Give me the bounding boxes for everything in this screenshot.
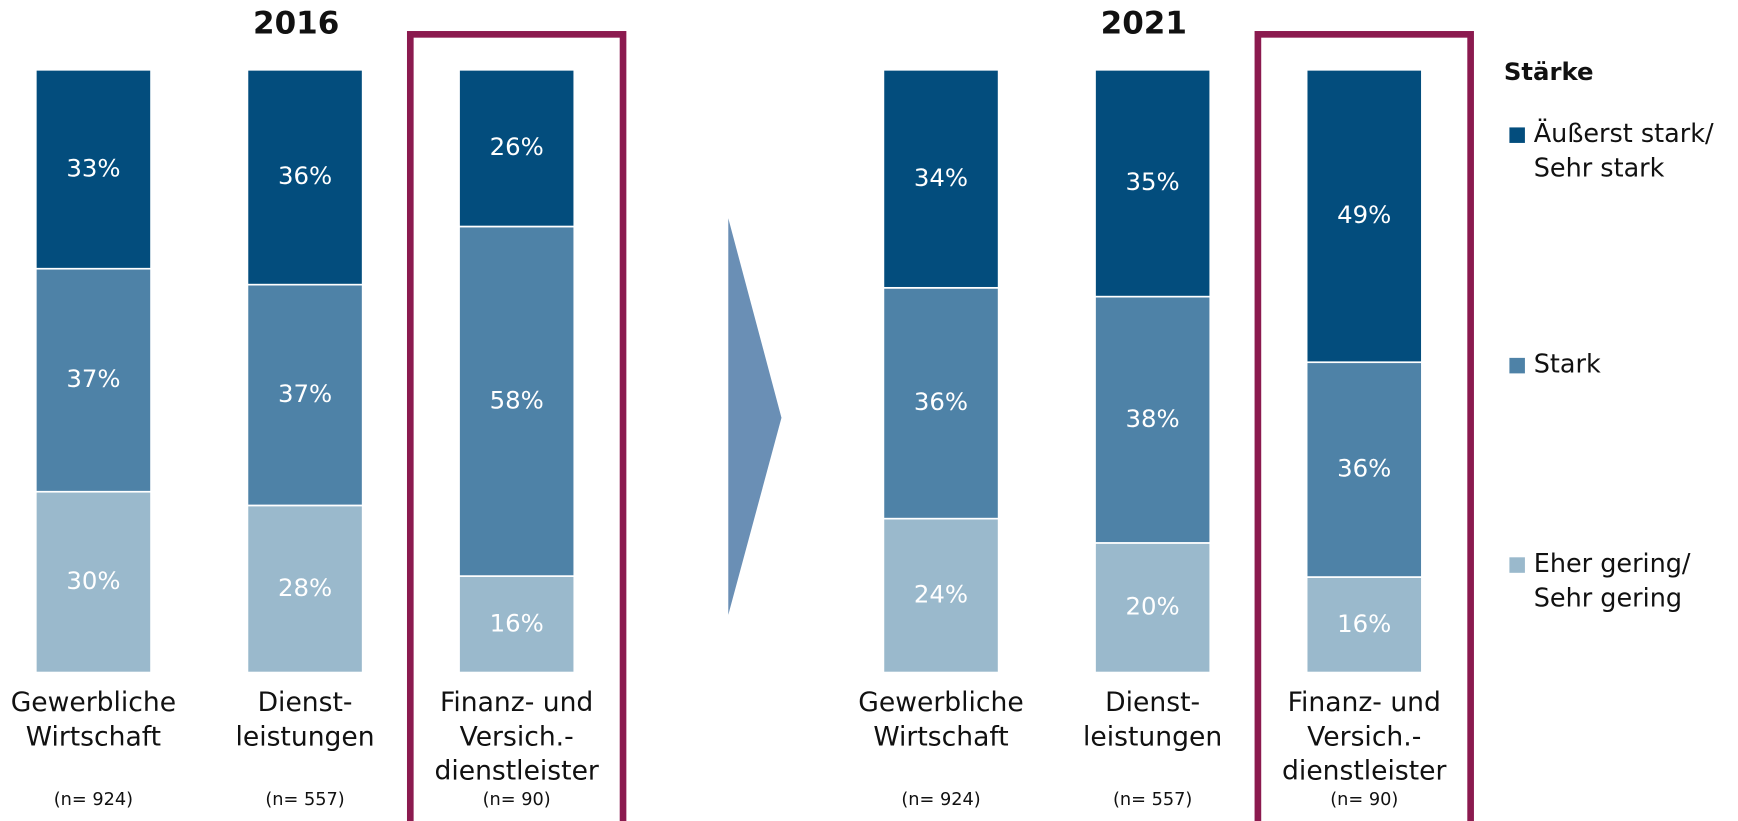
legend-title: Stärke xyxy=(1504,57,1594,86)
bar-segment xyxy=(246,68,364,286)
x-tick-label: Gewerbliche xyxy=(858,687,1023,718)
bar-segment xyxy=(458,68,576,228)
sample-size: (n= 924) xyxy=(901,790,980,810)
chart-title: 2021 xyxy=(1101,5,1187,41)
x-tick-label: Finanz- und xyxy=(440,687,593,718)
value-label: 37% xyxy=(278,379,332,408)
value-label: 38% xyxy=(1126,404,1180,433)
value-label: 37% xyxy=(66,364,120,393)
bar-segment xyxy=(246,504,364,674)
legend-label: Sehr gering xyxy=(1534,583,1682,613)
x-tick-label: Dienst- xyxy=(1105,687,1200,718)
highlight-box xyxy=(406,31,627,821)
x-tick-label: Versich.- xyxy=(1307,721,1421,752)
x-tick-label: Gewerbliche xyxy=(11,687,176,718)
value-label: 16% xyxy=(490,608,544,637)
bar-segment xyxy=(1305,361,1423,578)
value-label: 35% xyxy=(1126,167,1180,196)
bar-segment xyxy=(882,517,1000,674)
legend-label: Sehr stark xyxy=(1534,154,1665,184)
value-label: 36% xyxy=(914,387,968,416)
sample-size: (n= 557) xyxy=(265,790,344,810)
value-label: 30% xyxy=(66,566,120,595)
legend-label: Stark xyxy=(1534,350,1601,380)
x-tick-label: leistungen xyxy=(1083,721,1222,752)
value-label: 28% xyxy=(278,573,332,602)
bar-segment xyxy=(34,490,152,674)
chart-title: 2016 xyxy=(253,5,339,41)
legend-swatch xyxy=(1509,127,1525,143)
x-tick-label: Finanz- und xyxy=(1288,687,1441,718)
highlight-box xyxy=(1254,31,1474,821)
value-label: 16% xyxy=(1337,609,1391,638)
bar-segment xyxy=(1094,68,1212,298)
bar-segment xyxy=(1094,295,1212,544)
bar-segment xyxy=(34,267,152,493)
bar-segment xyxy=(1094,542,1212,674)
x-tick-label: leistungen xyxy=(235,721,374,752)
value-label: 58% xyxy=(490,385,544,414)
x-tick-label: Wirtschaft xyxy=(873,721,1008,752)
value-label: 33% xyxy=(66,153,120,182)
x-tick-label: dienstleister xyxy=(1282,756,1446,787)
sample-size: (n= 90) xyxy=(1330,790,1398,810)
sample-size: (n= 924) xyxy=(54,790,133,810)
x-tick-label: Versich.- xyxy=(460,721,574,752)
bar-segment xyxy=(882,68,1000,289)
bar-segment xyxy=(458,575,576,674)
value-label: 34% xyxy=(914,163,968,192)
value-label: 36% xyxy=(1337,454,1391,483)
x-tick-label: Dienst- xyxy=(258,687,353,718)
value-label: 26% xyxy=(490,132,544,161)
x-tick-label: dienstleister xyxy=(434,756,598,787)
arrow xyxy=(728,218,782,615)
legend-label: Eher gering/ xyxy=(1534,549,1691,579)
value-label: 49% xyxy=(1337,200,1391,229)
legend-label: Äußerst stark/ xyxy=(1534,119,1714,149)
bar-segment xyxy=(246,283,364,507)
sample-size: (n= 557) xyxy=(1113,790,1192,810)
value-label: 36% xyxy=(278,161,332,190)
bar-segment xyxy=(1305,576,1423,674)
value-label: 20% xyxy=(1126,592,1180,621)
legend-swatch xyxy=(1509,357,1525,374)
x-tick-label: Wirtschaft xyxy=(26,721,161,752)
bar-segment xyxy=(1305,68,1423,364)
legend-swatch xyxy=(1509,557,1525,573)
bar-segment xyxy=(34,68,152,270)
value-label: 24% xyxy=(914,580,968,609)
bar-segment xyxy=(458,225,576,577)
bar-segment xyxy=(882,286,1000,520)
sample-size: (n= 90) xyxy=(483,790,551,810)
